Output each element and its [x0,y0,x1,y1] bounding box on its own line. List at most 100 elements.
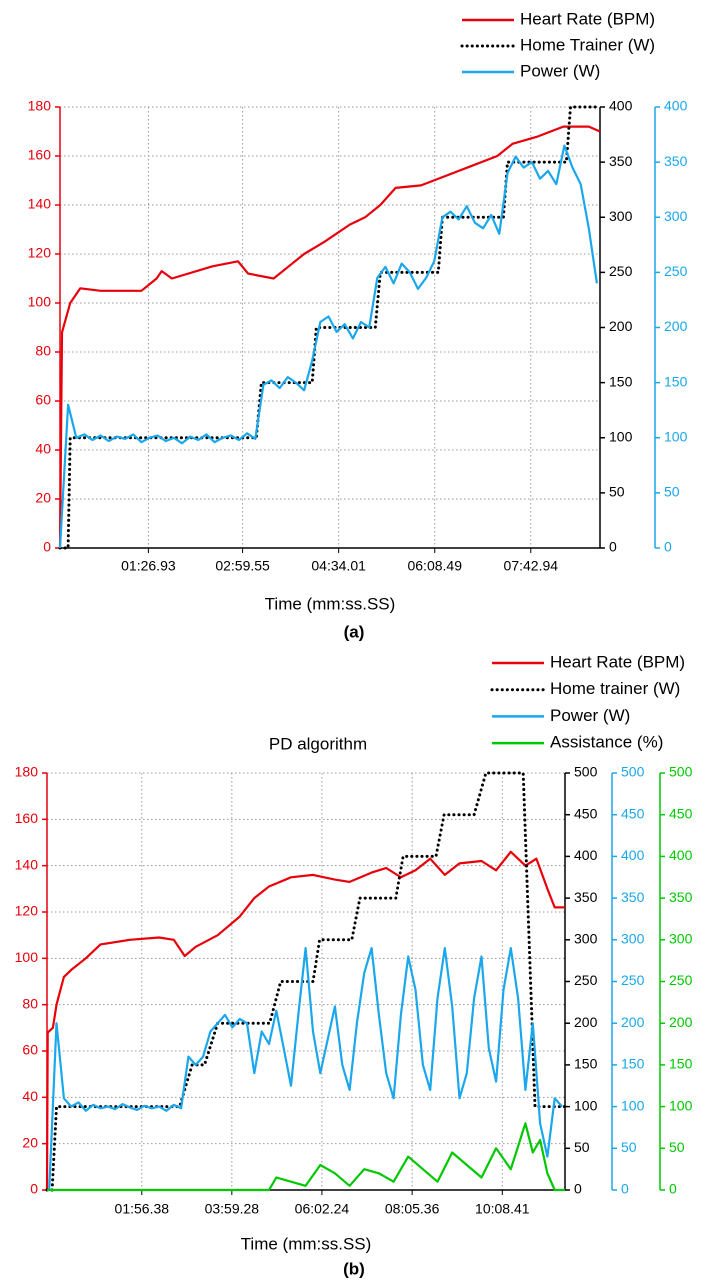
y-tick-label: 140 [15,856,39,872]
series-line [58,144,598,549]
x-tick-label: 02:59.55 [215,558,270,574]
y-tick-label: 20 [35,490,51,506]
x-tick-label: 03:59.28 [205,1201,260,1217]
y2-tick-label: 50 [574,1139,590,1155]
y-tick-label: 120 [15,903,39,919]
y-tick-label: 80 [22,995,38,1011]
y4-tick-label: 50 [669,1139,685,1155]
y3-tick-label: 400 [664,98,688,114]
legend-label: Assistance (%) [550,733,663,752]
series-line [58,105,602,550]
legend-label: Home Trainer (W) [520,35,655,54]
chart-title: PD algorithm [269,734,367,753]
y4-tick-label: 200 [669,1014,693,1030]
y4-tick-label: 150 [669,1056,693,1072]
y3-tick-label: 150 [621,1056,645,1072]
y3-tick-label: 150 [664,373,688,389]
y2-tick-label: 500 [574,764,598,780]
y2-tick-label: 0 [609,539,617,555]
y-tick-label: 60 [22,1042,38,1058]
y3-tick-label: 200 [621,1014,645,1030]
legend-label: Power (W) [520,61,600,80]
y3-tick-label: 300 [621,931,645,947]
x-tick-label: 01:56.38 [115,1201,170,1217]
caption: (b) [343,1259,365,1278]
y3-tick-label: 0 [664,539,672,555]
y2-tick-label: 300 [574,931,598,947]
x-tick-label: 08:05.36 [385,1201,440,1217]
y3-tick-label: 250 [664,263,688,279]
y2-tick-label: 250 [609,263,633,279]
x-tick-label: 06:08.49 [407,558,462,574]
y3-tick-label: 100 [621,1097,645,1113]
y2-tick-label: 250 [574,972,598,988]
x-axis-label: Time (mm:ss.SS) [265,594,396,613]
y2-tick-label: 200 [574,1014,598,1030]
y2-tick-label: 400 [609,98,633,114]
legend-label: Heart Rate (BPM) [550,652,685,671]
x-axis-label: Time (mm:ss.SS) [241,1234,372,1253]
y2-tick-label: 450 [574,805,598,821]
y-tick-label: 180 [28,98,52,114]
y2-tick-label: 400 [574,847,598,863]
y2-tick-label: 300 [609,208,633,224]
caption: (a) [344,622,365,641]
y4-tick-label: 100 [669,1097,693,1113]
y4-tick-label: 300 [669,931,693,947]
y-tick-label: 0 [43,539,51,555]
y2-tick-label: 100 [574,1097,598,1113]
y4-tick-label: 0 [669,1181,677,1197]
y-tick-label: 40 [35,441,51,457]
y-tick-label: 100 [15,949,39,965]
y4-tick-label: 250 [669,972,693,988]
y4-tick-label: 350 [669,889,693,905]
legend-label: Home trainer (W) [550,679,680,698]
y-tick-label: 60 [35,392,51,408]
y-tick-label: 100 [28,294,52,310]
y3-tick-label: 300 [664,208,688,224]
y3-tick-label: 350 [621,889,645,905]
y-tick-label: 120 [28,245,52,261]
series-line [45,771,567,1192]
x-tick-label: 01:26.93 [121,558,176,574]
y-tick-label: 0 [30,1181,38,1197]
series-line [58,125,601,549]
y2-tick-label: 350 [609,153,633,169]
y2-tick-label: 150 [609,373,633,389]
x-tick-label: 10:08.41 [475,1201,530,1217]
y-tick-label: 20 [22,1134,38,1150]
y3-tick-label: 100 [664,428,688,444]
legend-label: Power (W) [550,706,630,725]
x-tick-label: 07:42.94 [504,558,559,574]
y3-tick-label: 200 [664,318,688,334]
y3-tick-label: 50 [621,1139,637,1155]
series-line [45,850,565,1191]
y3-tick-label: 500 [621,764,645,780]
x-tick-label: 06:02.24 [295,1201,350,1217]
y-tick-label: 160 [15,810,39,826]
y2-tick-label: 350 [574,889,598,905]
y2-tick-label: 50 [609,484,625,500]
y3-tick-label: 450 [621,805,645,821]
series-line [48,947,563,1191]
y2-tick-label: 100 [609,428,633,444]
y3-tick-label: 0 [621,1181,629,1197]
y-tick-label: 140 [28,196,52,212]
x-tick-label: 04:34.01 [311,558,366,574]
y-tick-label: 40 [22,1088,38,1104]
y-tick-label: 80 [35,343,51,359]
y4-tick-label: 500 [669,764,693,780]
y2-tick-label: 200 [609,318,633,334]
y2-tick-label: 0 [574,1181,582,1197]
y3-tick-label: 400 [621,847,645,863]
legend-label: Heart Rate (BPM) [520,9,655,28]
y3-tick-label: 350 [664,153,688,169]
y2-tick-label: 150 [574,1056,598,1072]
y4-tick-label: 400 [669,847,693,863]
series-line [47,1122,565,1192]
y-tick-label: 180 [15,764,39,780]
y4-tick-label: 450 [669,805,693,821]
y-tick-label: 160 [28,147,52,163]
y3-tick-label: 50 [664,484,680,500]
